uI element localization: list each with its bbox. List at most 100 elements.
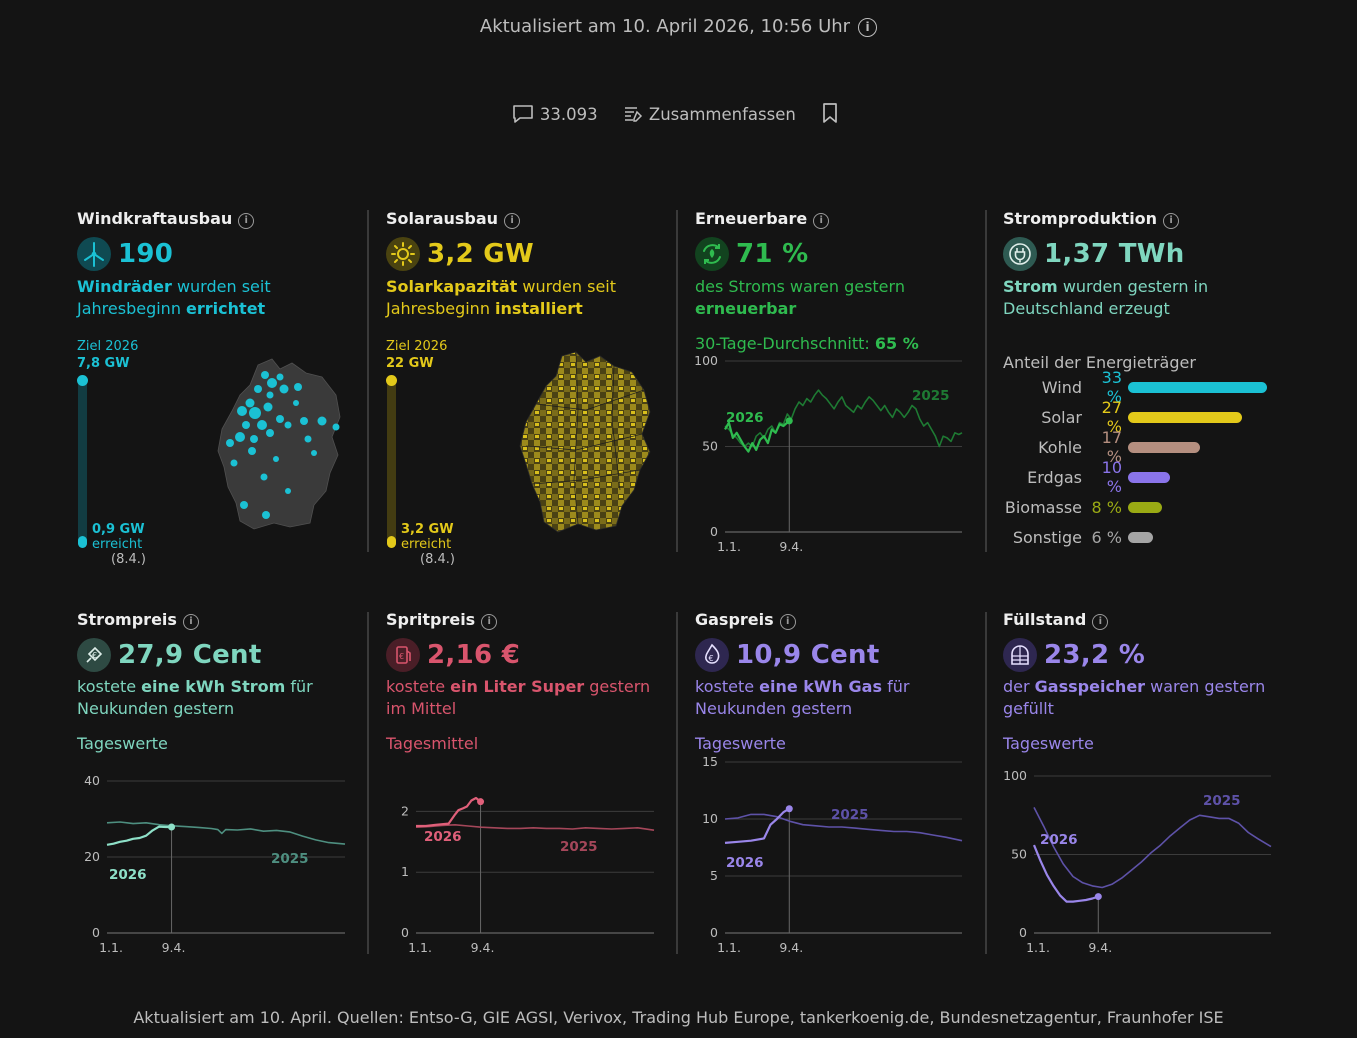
desc-text: für <box>882 677 910 696</box>
desc-text: kostete <box>386 677 451 696</box>
wind-panel: Windkraftausbau i 190 Windräder wurden se… <box>77 209 357 320</box>
renew-kpi: 71 % <box>695 237 975 271</box>
energy-share-row: Sonstige 6 % <box>1000 527 1153 547</box>
energy-pct: 8 % <box>1091 497 1122 517</box>
fuell-chart: 0 50 100 1.1. 9.4. 2025 2026 <box>1003 768 1272 955</box>
energy-name: Sonstige <box>1012 527 1082 547</box>
y-tick-label: 100 <box>694 353 718 368</box>
prod-kpi: 1,37 TWh <box>1003 237 1303 271</box>
sprit-title: Spritpreis i <box>386 610 671 630</box>
series-label: 2025 <box>831 807 869 823</box>
strom-sub: Tageswerte <box>77 734 168 753</box>
reached-value: 0,9 GW <box>92 522 145 537</box>
desc-text: gefüllt <box>1003 699 1054 718</box>
reached-label: erreicht <box>92 537 143 552</box>
energy-name: Wind <box>1041 377 1082 397</box>
solar-progress-fill <box>387 536 396 548</box>
x-tick-label: 9.4. <box>162 940 186 955</box>
info-icon[interactable]: i <box>182 614 199 630</box>
summarize-icon <box>624 107 642 122</box>
energy-name: Erdgas <box>1027 467 1082 487</box>
energy-share-row: Biomasse 8 % <box>1000 497 1162 517</box>
fuell-title-text: Füllstand <box>1003 610 1087 629</box>
goal-value: 22 GW <box>386 356 434 371</box>
solar-goal: Ziel 2026 22 GW <box>386 338 447 372</box>
wind-goal: Ziel 2026 7,8 GW <box>77 338 138 372</box>
renew-value: 71 % <box>736 239 809 269</box>
desc-text: Deutschland erzeugt <box>1003 299 1170 318</box>
series-label: 2025 <box>271 851 309 867</box>
wind-description: Windräder wurden seit Jahresbeginn erric… <box>77 276 357 320</box>
desc-text: im Mittel <box>386 699 457 718</box>
wind-kpi: 190 <box>77 237 357 271</box>
y-tick-label: 0 <box>401 925 409 940</box>
x-tick-label: 1.1. <box>1026 940 1050 955</box>
energy-bar <box>1128 381 1267 393</box>
strom-panel: Strompreis i € 27,9 Cent kostete eine kWh… <box>77 610 362 753</box>
strom-value: 27,9 Cent <box>118 640 262 670</box>
summarize-button[interactable]: Zusammenfassen <box>623 104 796 124</box>
info-icon[interactable]: i <box>481 614 498 630</box>
column-divider <box>367 210 369 552</box>
desc-bold: Windräder <box>77 277 172 296</box>
series-2026-line <box>106 825 172 846</box>
sprit-description: kostete ein Liter Super gestern im Mitte… <box>386 676 671 720</box>
y-tick-label: 50 <box>1011 847 1027 862</box>
series-2026-line <box>724 807 790 844</box>
reached-label: erreicht <box>401 537 452 552</box>
share-title: Anteil der Energieträger <box>1003 353 1196 372</box>
desc-text: wurden gestern in <box>1057 277 1209 296</box>
renew-description: des Stroms waren gestern erneuerbar <box>695 276 975 320</box>
x-tick-label: 1.1. <box>408 940 432 955</box>
bookmark-button[interactable] <box>821 102 845 124</box>
current-value-dot <box>1094 893 1102 901</box>
info-icon[interactable]: i <box>858 18 878 37</box>
info-icon[interactable]: i <box>813 213 830 229</box>
recycle-leaf-icon <box>695 237 729 271</box>
energy-pct: 10 % <box>1101 458 1122 496</box>
current-value-dot <box>785 805 793 813</box>
y-tick-label: 0 <box>710 524 718 539</box>
x-tick-label: 1.1. <box>717 940 741 955</box>
reached-date: (8.4.) <box>111 552 146 567</box>
info-icon[interactable]: i <box>1092 614 1109 630</box>
reached-value: 3,2 GW <box>401 522 454 537</box>
series-label: 2026 <box>726 855 764 871</box>
energy-name: Solar <box>1041 407 1082 427</box>
info-icon[interactable]: i <box>1163 213 1180 229</box>
wind-reached: 0,9 GW erreicht (8.4.) <box>92 522 146 567</box>
series-label: 2025 <box>560 839 598 855</box>
summarize-label: Zusammenfassen <box>648 104 796 124</box>
sun-icon <box>386 237 420 271</box>
x-tick-label: 9.4. <box>779 539 803 554</box>
comments-button[interactable]: 33.093 <box>512 104 598 124</box>
energy-share-row: Erdgas 10 % <box>1000 458 1170 496</box>
info-icon[interactable]: i <box>779 614 796 630</box>
desc-text: waren gestern <box>1145 677 1266 696</box>
desc-bold: eine kWh Gas <box>759 677 882 696</box>
renew-title: Erneuerbare i <box>695 209 975 229</box>
goal-marker <box>386 375 397 386</box>
footer-sources: Aktualisiert am 10. April. Quellen: Ents… <box>133 1008 1224 1027</box>
wind-value: 190 <box>118 239 174 269</box>
prod-description: Strom wurden gestern in Deutschland erze… <box>1003 276 1303 320</box>
energy-name: Biomasse <box>1004 497 1082 517</box>
comments-count: 33.093 <box>539 104 598 124</box>
solar-value: 3,2 GW <box>427 239 534 269</box>
column-divider <box>985 210 987 552</box>
y-tick-label: 50 <box>702 439 718 454</box>
x-tick-label: 1.1. <box>99 940 123 955</box>
energy-pct: 17 % <box>1101 428 1122 466</box>
gas-value: 10,9 Cent <box>736 640 880 670</box>
desc-bold: ein Liter Super <box>450 677 585 696</box>
energy-share-row: Kohle 17 % <box>1000 428 1200 466</box>
info-icon[interactable]: i <box>504 213 521 229</box>
info-icon[interactable]: i <box>238 213 255 229</box>
goal-marker <box>77 375 88 386</box>
avg-label: 30-Tage-Durchschnitt: <box>695 334 875 353</box>
y-tick-label: 5 <box>710 868 718 883</box>
y-tick-label: 0 <box>92 925 100 940</box>
prod-panel: Stromproduktion i 1,37 TWh Strom wurden g… <box>1003 209 1303 372</box>
avg-value: 65 % <box>874 334 919 353</box>
y-tick-label: 100 <box>1003 768 1027 783</box>
